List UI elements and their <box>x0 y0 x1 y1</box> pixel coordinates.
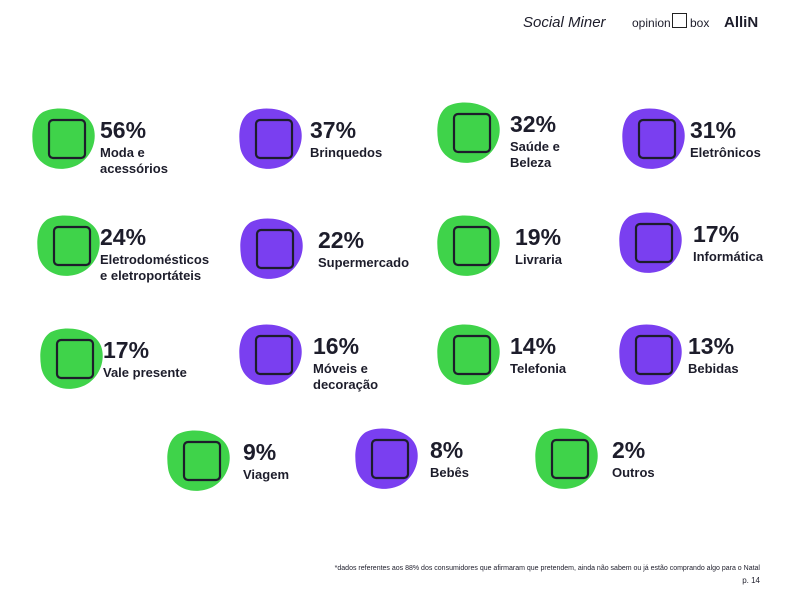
label: Saúde e <box>510 139 560 154</box>
label: Telefonia <box>510 361 567 376</box>
percent: 56% <box>100 117 147 143</box>
icon-outline <box>255 228 295 270</box>
icon <box>167 430 230 491</box>
percent: 9% <box>243 439 277 465</box>
icon <box>437 215 500 276</box>
icon <box>239 324 302 385</box>
icon <box>619 324 682 385</box>
icon-outline <box>254 118 294 160</box>
icon-outline <box>370 438 410 480</box>
logo: AlliN <box>724 14 759 31</box>
logo: Social Miner <box>523 14 606 31</box>
label: e eletroportáteis <box>100 268 202 283</box>
label: Brinquedos <box>310 145 383 160</box>
footnote: *dados referentes aos 88% dos consumidor… <box>334 565 760 572</box>
logo: box <box>690 16 710 30</box>
logo: opinion <box>632 16 671 30</box>
label: Móveis e <box>313 361 368 376</box>
icon <box>622 108 685 169</box>
label: Supermercado <box>318 255 410 270</box>
icon-outline <box>634 222 674 264</box>
label: decoração <box>313 377 379 392</box>
icon-outline <box>452 225 492 267</box>
icon <box>240 218 303 279</box>
icon-outline <box>637 118 677 160</box>
icon <box>32 108 95 169</box>
percent: 2% <box>612 437 646 463</box>
percent: 14% <box>510 333 557 359</box>
icon <box>437 102 500 163</box>
page-number: p. 14 <box>742 576 760 585</box>
label: Eletrônicos <box>690 145 761 160</box>
label: Outros <box>612 465 655 480</box>
icon <box>619 212 682 273</box>
label: Moda e <box>100 145 145 160</box>
percent: 32% <box>510 111 557 137</box>
percent: 19% <box>515 224 562 250</box>
percent: 31% <box>690 117 737 143</box>
label: Beleza <box>510 155 552 170</box>
percent: 37% <box>310 117 357 143</box>
label: acessórios <box>100 161 168 176</box>
label: Bebês <box>430 465 470 480</box>
icon-outline <box>550 438 590 480</box>
icon-outline <box>452 334 492 376</box>
icon <box>37 215 100 276</box>
label: Informática <box>693 249 764 264</box>
icon <box>535 428 598 489</box>
percent: 17% <box>103 337 150 363</box>
icon-outline <box>182 440 222 482</box>
icon-outline <box>452 112 492 154</box>
icon <box>355 428 418 489</box>
percent: 8% <box>430 437 464 463</box>
icon-outline <box>47 118 87 160</box>
label: Livraria <box>515 252 562 267</box>
icon-outline <box>254 334 294 376</box>
percent: 22% <box>318 227 365 253</box>
percent: 24% <box>100 224 147 250</box>
icon <box>40 328 103 389</box>
icon <box>437 324 500 385</box>
icon <box>239 108 302 169</box>
label: Bebidas <box>688 361 739 376</box>
logo-box <box>672 13 687 28</box>
percent: 13% <box>688 333 735 359</box>
icon-outline <box>52 225 92 267</box>
icon-outline <box>634 334 674 376</box>
label: Eletrodomésticos <box>100 252 210 267</box>
label: Vale presente <box>103 365 187 380</box>
percent: 16% <box>313 333 360 359</box>
label: Viagem <box>243 467 290 482</box>
icon-outline <box>55 338 95 380</box>
percent: 17% <box>693 221 740 247</box>
